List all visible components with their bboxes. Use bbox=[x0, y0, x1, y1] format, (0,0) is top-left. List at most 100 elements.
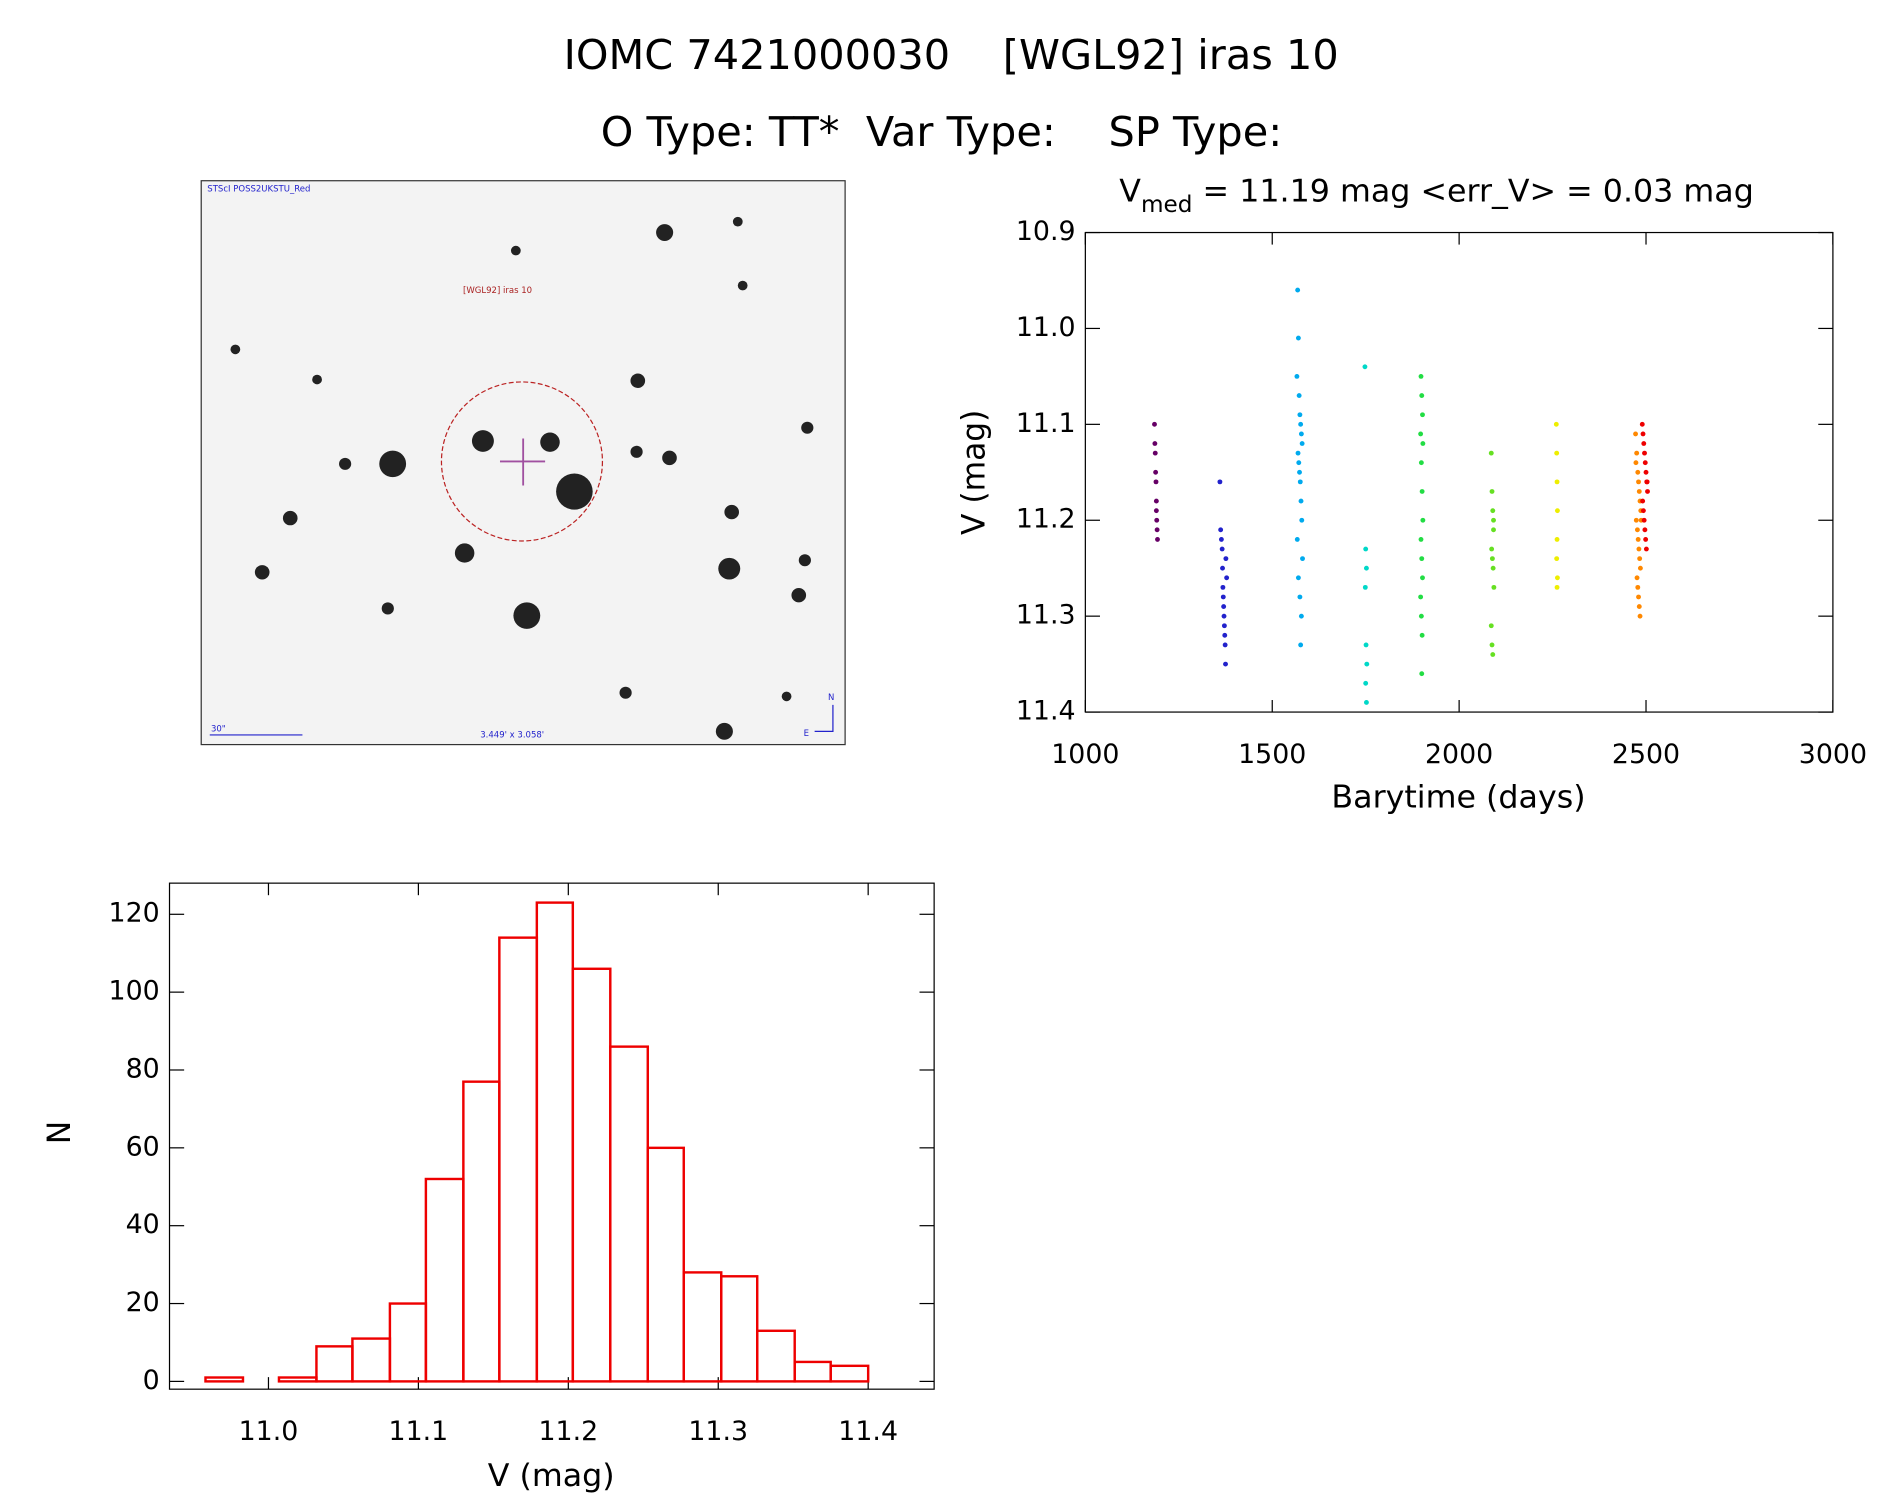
point bbox=[1633, 431, 1638, 437]
point bbox=[1297, 469, 1302, 475]
point bbox=[1643, 537, 1649, 542]
image-north: N bbox=[828, 692, 834, 702]
point bbox=[1634, 575, 1640, 581]
point bbox=[1554, 575, 1560, 581]
histogram-bar bbox=[682, 1271, 723, 1383]
x-tick-label: 2500 bbox=[1612, 739, 1680, 770]
y-tick-label: 80 bbox=[126, 1054, 160, 1085]
point bbox=[1298, 613, 1304, 619]
point bbox=[1637, 613, 1643, 619]
point bbox=[1154, 527, 1160, 533]
point bbox=[1299, 441, 1305, 446]
image-size: 3.449' x 3.058' bbox=[480, 729, 544, 739]
scatter-title: Vmed = 11.19 mag <err_V> = 0.03 mag bbox=[1119, 174, 1754, 217]
point bbox=[1554, 508, 1560, 514]
point bbox=[1155, 537, 1160, 542]
point bbox=[1554, 450, 1560, 456]
point bbox=[1633, 460, 1639, 466]
point bbox=[1490, 508, 1496, 514]
point bbox=[1636, 546, 1642, 552]
image-caption: STScI POSS2UKSTU_Red bbox=[207, 184, 310, 194]
x-tick-label: 11.2 bbox=[538, 1416, 598, 1447]
point bbox=[1636, 604, 1642, 609]
point bbox=[1217, 479, 1223, 485]
point bbox=[1218, 537, 1224, 542]
x-tick-label: 3000 bbox=[1799, 739, 1867, 770]
point bbox=[1554, 479, 1560, 485]
point bbox=[1420, 441, 1426, 446]
x-tick-label: 2000 bbox=[1425, 739, 1493, 770]
y-tick-label: 60 bbox=[126, 1131, 160, 1162]
sky-image: STScI POSS2UKSTU_Red [WGL92] iras 10 30"… bbox=[200, 180, 846, 746]
y-tick-label: 11.4 bbox=[1016, 696, 1076, 727]
point bbox=[1363, 642, 1369, 648]
point bbox=[1554, 584, 1560, 590]
point bbox=[1490, 652, 1496, 657]
point bbox=[1418, 460, 1424, 466]
point bbox=[1418, 594, 1424, 600]
point bbox=[1418, 373, 1424, 379]
point bbox=[1642, 527, 1648, 533]
point bbox=[1491, 517, 1496, 523]
image-scale: 30" bbox=[211, 723, 226, 733]
histogram-bar bbox=[756, 1329, 796, 1383]
y-axis-label: N bbox=[42, 1121, 78, 1144]
y-tick-label: 0 bbox=[143, 1365, 160, 1396]
histogram-bar bbox=[646, 1146, 685, 1383]
point bbox=[1222, 642, 1228, 648]
point bbox=[1645, 489, 1650, 494]
point bbox=[1297, 479, 1303, 485]
point bbox=[1634, 450, 1640, 456]
point bbox=[1639, 421, 1645, 427]
image-east: E bbox=[804, 728, 809, 738]
compass bbox=[814, 704, 834, 732]
point bbox=[1221, 623, 1227, 629]
page-title: IOMC 7421000030 [WGL92] iras 10 bbox=[564, 31, 1339, 79]
histogram-bar bbox=[498, 936, 539, 1383]
point bbox=[1643, 546, 1649, 552]
point bbox=[1554, 556, 1560, 562]
point bbox=[1154, 517, 1160, 523]
y-axis-label: V (mag) bbox=[956, 410, 992, 535]
y-tick-label: 100 bbox=[109, 976, 160, 1007]
point bbox=[1294, 537, 1300, 542]
histogram-bar bbox=[277, 1376, 318, 1383]
point bbox=[1553, 421, 1559, 427]
point bbox=[1221, 613, 1227, 619]
point bbox=[1633, 517, 1639, 523]
y-tick-label: 10.9 bbox=[1016, 216, 1076, 247]
point bbox=[1419, 632, 1425, 638]
point bbox=[1418, 537, 1424, 542]
point bbox=[1298, 498, 1304, 504]
y-tick-label: 11.2 bbox=[1016, 504, 1076, 535]
point bbox=[1491, 584, 1497, 590]
point bbox=[1153, 508, 1159, 514]
page-subtitle: O Type: TT* Var Type: SP Type: bbox=[601, 108, 1282, 156]
point bbox=[1419, 556, 1425, 562]
point bbox=[1152, 421, 1157, 427]
histogram-bar bbox=[315, 1345, 354, 1383]
point bbox=[1152, 441, 1158, 446]
title-sub: med bbox=[1141, 191, 1193, 217]
point bbox=[1420, 412, 1425, 418]
histogram-bar bbox=[424, 1177, 465, 1383]
x-axis-label: V (mag) bbox=[488, 1458, 615, 1494]
point bbox=[1222, 632, 1228, 638]
x-tick-label: 11.1 bbox=[389, 1416, 449, 1447]
point bbox=[1488, 623, 1494, 629]
histogram-bar bbox=[793, 1360, 832, 1383]
point bbox=[1298, 421, 1304, 427]
target-circle bbox=[440, 381, 604, 542]
point bbox=[1296, 393, 1302, 398]
point bbox=[1489, 556, 1495, 562]
y-tick-label: 120 bbox=[109, 898, 160, 929]
point bbox=[1637, 565, 1643, 571]
point bbox=[1219, 546, 1225, 552]
point bbox=[1419, 671, 1425, 677]
x-tick-label: 11.4 bbox=[838, 1416, 898, 1447]
x-tick-label: 1500 bbox=[1238, 739, 1306, 770]
point bbox=[1640, 431, 1646, 437]
histogram-bar bbox=[720, 1275, 759, 1383]
point bbox=[1294, 373, 1300, 379]
point bbox=[1152, 450, 1158, 456]
